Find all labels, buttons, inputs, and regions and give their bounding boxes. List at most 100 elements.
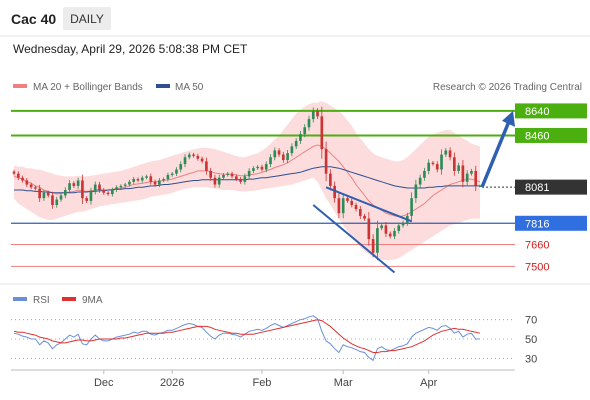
candle (21, 175, 24, 183)
candle (38, 184, 41, 202)
candle-body (453, 157, 456, 171)
legend-9ma-swatch (62, 297, 76, 301)
time-axis-label: 2026 (160, 377, 184, 389)
candle-body (158, 180, 161, 185)
candle-body (162, 179, 165, 181)
candle (46, 190, 50, 198)
current-price-box (515, 179, 587, 195)
candle-body (59, 195, 63, 200)
candle (440, 149, 443, 175)
candle-body (461, 165, 465, 182)
candle-body (393, 230, 396, 237)
candle-body (234, 176, 238, 180)
candle-body (457, 165, 460, 171)
time-axis-label: Feb (252, 377, 271, 389)
candle-body (119, 185, 123, 188)
candle (98, 181, 101, 193)
candle-body (324, 149, 328, 174)
candle (418, 174, 422, 188)
candle (337, 193, 341, 219)
candle (192, 152, 195, 158)
projection-arrow-shaft (480, 118, 512, 188)
candle (102, 187, 106, 195)
legend-rsi-swatch (13, 297, 27, 301)
candle (85, 196, 89, 203)
candle (119, 184, 123, 189)
candle (42, 190, 46, 201)
candle-body (320, 116, 324, 150)
candle (209, 167, 212, 181)
candle (311, 107, 315, 123)
timeframe-badge[interactable] (63, 7, 111, 30)
candle (55, 196, 59, 208)
candle (329, 169, 332, 191)
candle-body (277, 150, 281, 155)
time-axis-label: Dec (94, 377, 114, 389)
candle-body (388, 233, 392, 237)
candle (384, 222, 388, 238)
candle (72, 181, 76, 188)
candle (16, 171, 20, 181)
candle (196, 153, 200, 161)
candle (397, 222, 401, 234)
candle-body (427, 162, 431, 171)
candle-body (102, 190, 106, 193)
candle-body (299, 134, 302, 141)
candle-body (397, 225, 401, 231)
timeframe-label: DAILY (70, 12, 104, 26)
candle-body (170, 173, 174, 175)
candle (435, 161, 439, 173)
rsi-9ma-line (13, 319, 481, 353)
rsi-line (13, 315, 480, 362)
candle (183, 154, 187, 168)
candle-body (34, 187, 37, 189)
candle (12, 169, 16, 176)
projection-arrow-head (502, 110, 515, 127)
candle (153, 179, 157, 187)
rsi-tick-label: 30 (525, 353, 537, 365)
candle (269, 154, 272, 168)
candle (252, 166, 255, 173)
candle (457, 162, 460, 174)
legend-ma50-label: MA 50 (175, 82, 204, 93)
candle (273, 147, 277, 161)
candle (140, 175, 144, 183)
candle (341, 193, 345, 219)
candle-body (252, 168, 255, 171)
candle-body (329, 173, 332, 186)
candle (111, 187, 114, 197)
candle-body (25, 180, 29, 185)
candle-body (414, 184, 418, 199)
candle (68, 180, 71, 194)
candle-body (294, 140, 298, 147)
candle (115, 185, 118, 193)
candle (213, 174, 217, 188)
candle-body (440, 154, 443, 170)
candle (277, 148, 281, 157)
candle-body (367, 218, 371, 240)
support-label-box (515, 215, 587, 231)
support-extra-label: 7660 (525, 240, 549, 252)
candle-body (93, 184, 97, 192)
candle-body (264, 164, 268, 170)
ma20-line (13, 144, 481, 218)
candle (239, 177, 242, 184)
candle (256, 165, 260, 170)
candle-body (98, 184, 101, 190)
candle (145, 174, 148, 180)
candle-body (12, 171, 16, 174)
candle (106, 191, 110, 196)
candle (414, 179, 418, 203)
candle-body (145, 176, 148, 178)
candle (324, 141, 328, 182)
time-axis-label: Apr (420, 377, 437, 389)
resistance-label-box (515, 127, 587, 143)
candle-body (16, 173, 20, 178)
candle-body (410, 198, 413, 216)
candle-body (226, 173, 230, 175)
candle-body (76, 180, 80, 186)
bollinger-band-layer (14, 101, 480, 261)
candle (367, 212, 371, 246)
candle (316, 108, 319, 120)
